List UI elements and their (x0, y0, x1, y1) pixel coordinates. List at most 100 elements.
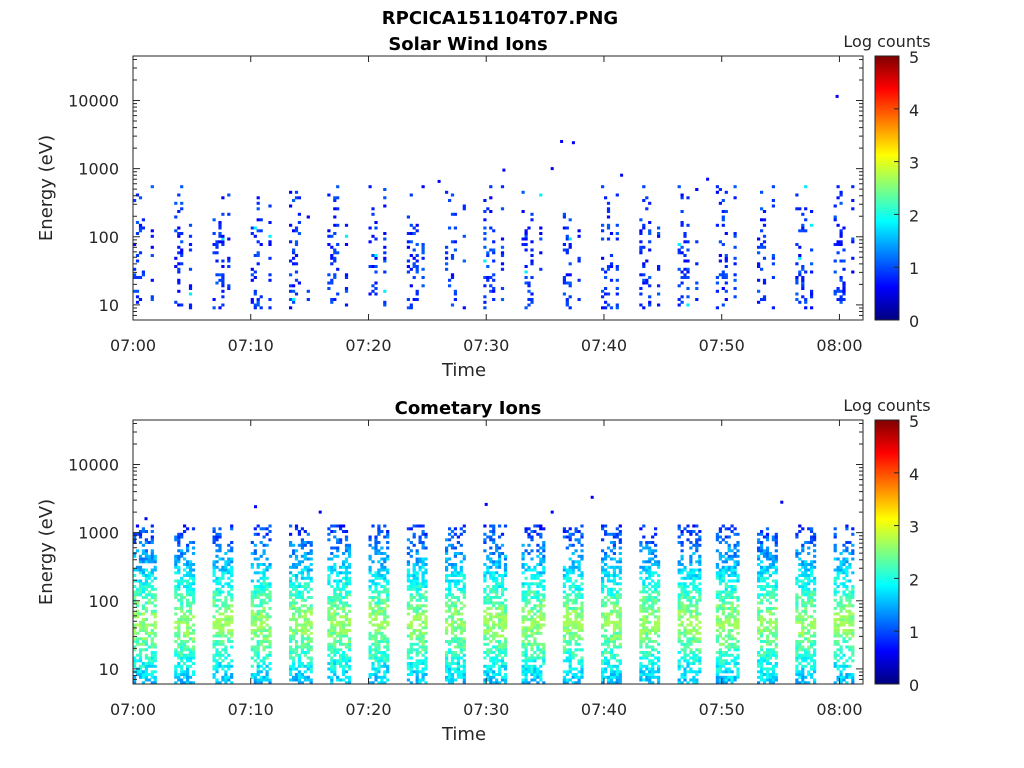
spectrogram-cell (612, 642, 616, 646)
spectrogram-cell (256, 648, 260, 652)
spectrogram-cell (609, 664, 614, 668)
spectrogram-cell (268, 629, 272, 632)
spectrogram-cell (536, 554, 540, 558)
spectrogram-cell (730, 554, 734, 558)
spectrogram-cell (253, 681, 257, 685)
spectrogram-cell (383, 640, 387, 643)
spectrogram-cell (333, 653, 337, 657)
spectrogram-cell (695, 609, 699, 613)
spectrogram-cell (730, 524, 734, 528)
spectrogram-cell (695, 262, 699, 266)
spectrogram-cell (542, 585, 546, 588)
spectrogram-cell (692, 681, 696, 685)
spectrogram-cell (489, 284, 493, 288)
spectrogram-cell (459, 571, 463, 575)
spectrogram-cell (294, 596, 299, 599)
spectrogram-cell (695, 568, 699, 572)
spectrogram-cell (256, 662, 260, 665)
spectrogram-cell (418, 634, 422, 638)
spectrogram-cell (371, 289, 375, 293)
spectrogram-cell (383, 535, 387, 539)
spectrogram-cell (721, 210, 725, 213)
spectrogram-cell (336, 207, 340, 211)
spectrogram-cell (294, 609, 299, 613)
spectrogram-cell (250, 565, 254, 569)
spectrogram-cell (289, 637, 293, 641)
spectrogram-cell (377, 560, 381, 564)
spectrogram-cell (645, 629, 649, 632)
spectrogram-cell (689, 637, 693, 641)
spectrogram-cell (683, 273, 687, 277)
spectrogram-cell (453, 582, 457, 586)
spectrogram-cell (618, 560, 622, 564)
spectrogram-cell (601, 615, 605, 619)
spectrogram-cell (450, 653, 455, 657)
spectrogram-cell (615, 675, 619, 679)
spectrogram-cell (680, 576, 684, 580)
spectrogram-cell (177, 554, 181, 558)
spectrogram-cell (574, 609, 578, 613)
spectrogram-cell (530, 530, 534, 533)
spectrogram-cell (294, 262, 299, 266)
spectrogram-cell (445, 667, 449, 671)
spectrogram-cell (533, 673, 537, 676)
x-tick-label: 08:00 (816, 336, 862, 355)
spectrogram-cell (294, 631, 299, 635)
spectrogram-cell (138, 673, 143, 676)
spectrogram-cell (530, 642, 534, 646)
spectrogram-cell (577, 554, 581, 558)
spectrogram-cell (574, 653, 578, 657)
spectrogram-cell (571, 568, 575, 572)
spectrogram-cell (215, 681, 219, 685)
spectrogram-cell (218, 631, 222, 635)
spectrogram-cell (771, 565, 775, 569)
spectrogram-cell (135, 653, 140, 657)
spectrogram-cell (642, 579, 646, 583)
spectrogram-cell (250, 563, 254, 566)
spectrogram-cell (680, 563, 684, 566)
spectrogram-cell (300, 642, 304, 646)
spectrogram-cell (718, 670, 722, 674)
spectrogram-cell (177, 281, 181, 285)
spectrogram-cell (498, 535, 502, 539)
spectrogram-cell (330, 607, 334, 610)
spectrogram-cell (230, 546, 234, 550)
spectrogram-cell (138, 276, 143, 279)
spectrogram-cell (253, 596, 257, 599)
spectrogram-cell (615, 623, 619, 627)
spectrogram-cell (177, 618, 181, 621)
spectrogram-cell (227, 620, 231, 624)
spectrogram-cell (144, 640, 148, 643)
spectrogram-cell (374, 549, 378, 553)
spectrogram-cell (374, 270, 378, 274)
spectrogram-cell (654, 662, 658, 665)
spectrogram-cell (533, 612, 537, 616)
spectrogram-cell (574, 587, 578, 591)
spectrogram-cell (253, 612, 257, 616)
spectrogram-cell (692, 552, 696, 555)
spectrogram-cell (342, 653, 346, 657)
spectrogram-cell (577, 642, 581, 646)
spectrogram-cell (409, 607, 413, 610)
spectrogram-cell (333, 215, 337, 219)
spectrogram-cell (144, 549, 148, 553)
spectrogram-cell (733, 656, 737, 660)
spectrogram-cell (715, 306, 719, 310)
spectrogram-cell (294, 190, 299, 194)
spectrogram-cell (733, 607, 737, 610)
spectrogram-cell (333, 199, 337, 202)
spectrogram-cell (418, 535, 422, 539)
spectrogram-cell (498, 648, 502, 652)
spectrogram-cell (344, 582, 349, 586)
spectrogram-cell (406, 587, 410, 591)
spectrogram-cell (374, 667, 378, 671)
spectrogram-cell (265, 634, 269, 638)
spectrogram-cell (565, 673, 569, 676)
spectrogram-cell (651, 662, 655, 665)
spectrogram-cell (609, 541, 614, 544)
spectrogram-cell (533, 596, 537, 599)
spectrogram-cell (344, 243, 349, 246)
spectrogram-cell (177, 289, 181, 293)
spectrogram-cell (256, 670, 260, 674)
spectrogram-cell (757, 554, 761, 558)
